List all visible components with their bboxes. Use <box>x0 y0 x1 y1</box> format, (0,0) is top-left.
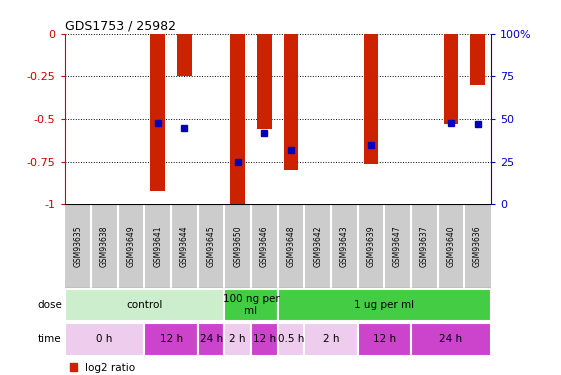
Text: GSM93648: GSM93648 <box>287 225 296 267</box>
Text: GSM93637: GSM93637 <box>420 225 429 267</box>
Text: GDS1753 / 25982: GDS1753 / 25982 <box>65 20 176 33</box>
Bar <box>470 34 485 85</box>
Text: GSM93641: GSM93641 <box>153 225 162 267</box>
Bar <box>364 34 378 164</box>
Text: GSM93649: GSM93649 <box>127 225 136 267</box>
FancyBboxPatch shape <box>65 289 224 321</box>
FancyBboxPatch shape <box>278 323 304 356</box>
Text: control: control <box>126 300 163 310</box>
Text: GSM93635: GSM93635 <box>73 225 82 267</box>
Text: 2 h: 2 h <box>323 334 339 344</box>
Bar <box>231 34 245 204</box>
FancyBboxPatch shape <box>65 323 145 356</box>
FancyBboxPatch shape <box>65 204 491 288</box>
FancyBboxPatch shape <box>251 323 278 356</box>
Legend: log2 ratio, percentile rank within the sample: log2 ratio, percentile rank within the s… <box>70 363 261 375</box>
Text: 2 h: 2 h <box>229 334 246 344</box>
Text: GSM93636: GSM93636 <box>473 225 482 267</box>
Text: GSM93638: GSM93638 <box>100 225 109 267</box>
FancyBboxPatch shape <box>358 323 411 356</box>
Text: time: time <box>38 334 62 344</box>
FancyBboxPatch shape <box>145 323 197 356</box>
Text: 12 h: 12 h <box>253 334 276 344</box>
Text: GSM93643: GSM93643 <box>340 225 349 267</box>
Text: GSM93650: GSM93650 <box>233 225 242 267</box>
Text: 12 h: 12 h <box>373 334 396 344</box>
Text: 100 ng per
ml: 100 ng per ml <box>223 294 279 316</box>
FancyBboxPatch shape <box>278 289 491 321</box>
Text: 24 h: 24 h <box>200 334 223 344</box>
Text: 24 h: 24 h <box>439 334 462 344</box>
FancyBboxPatch shape <box>197 323 224 356</box>
Text: 12 h: 12 h <box>159 334 183 344</box>
FancyBboxPatch shape <box>304 323 358 356</box>
FancyBboxPatch shape <box>224 323 251 356</box>
Text: GSM93639: GSM93639 <box>366 225 375 267</box>
Text: GSM93647: GSM93647 <box>393 225 402 267</box>
FancyBboxPatch shape <box>224 289 278 321</box>
Bar <box>284 34 298 170</box>
Text: 0 h: 0 h <box>96 334 113 344</box>
Text: 0.5 h: 0.5 h <box>278 334 304 344</box>
Bar <box>150 34 165 191</box>
Text: GSM93646: GSM93646 <box>260 225 269 267</box>
Text: GSM93644: GSM93644 <box>180 225 189 267</box>
Text: dose: dose <box>38 300 63 310</box>
Bar <box>257 34 272 129</box>
Text: GSM93642: GSM93642 <box>313 225 322 267</box>
Text: 1 ug per ml: 1 ug per ml <box>354 300 415 310</box>
FancyBboxPatch shape <box>411 323 491 356</box>
Text: GSM93640: GSM93640 <box>447 225 456 267</box>
Text: GSM93645: GSM93645 <box>206 225 215 267</box>
Bar <box>444 34 458 124</box>
Bar <box>177 34 192 76</box>
